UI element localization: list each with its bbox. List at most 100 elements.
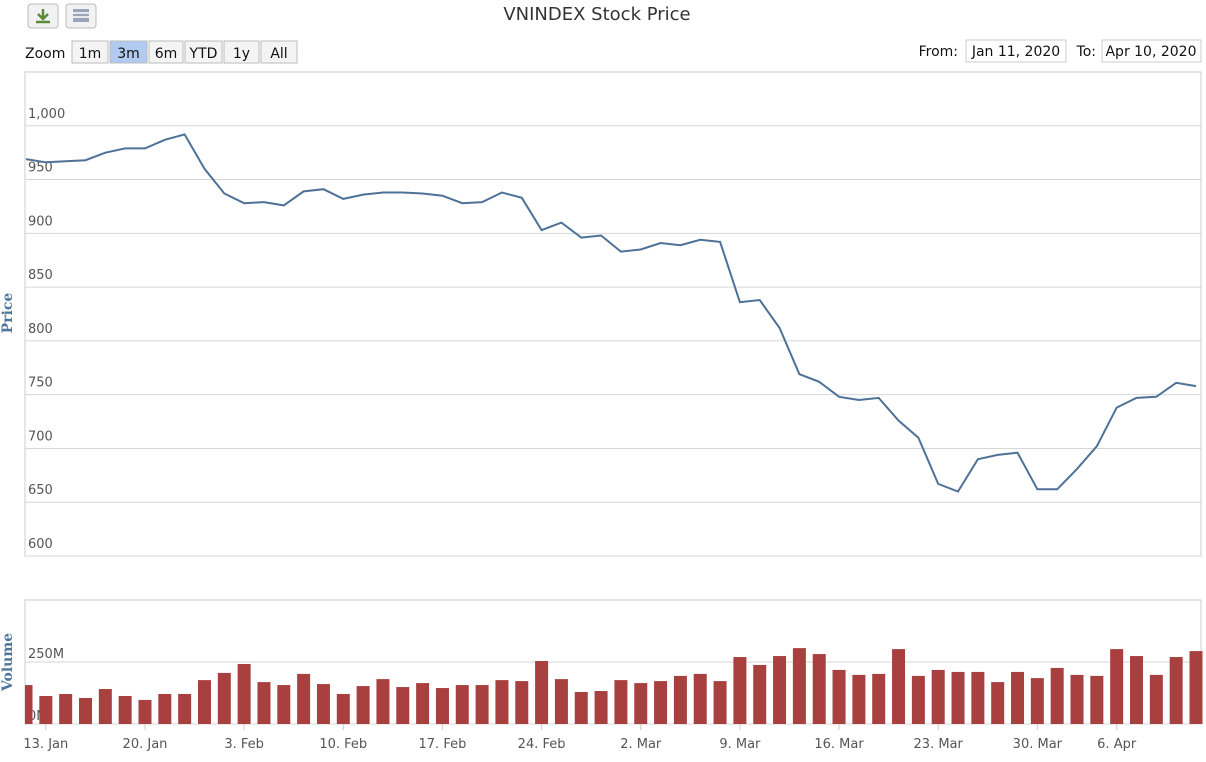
volume-bar <box>455 685 469 724</box>
x-tick-label: 20. Jan <box>123 737 168 752</box>
y-axis-title: Price <box>0 293 16 334</box>
volume-bar <box>1130 656 1144 724</box>
y2-tick-label: 250M <box>28 647 64 662</box>
volume-bar <box>574 692 588 724</box>
volume-bar <box>634 683 648 724</box>
volume-bar <box>376 679 390 724</box>
from-value[interactable]: Jan 11, 2020 <box>971 44 1060 60</box>
y-tick-label: 650 <box>28 483 53 498</box>
zoom-button-label[interactable]: YTD <box>189 46 218 62</box>
to-value[interactable]: Apr 10, 2020 <box>1105 44 1196 60</box>
x-tick-label: 16. Mar <box>814 737 864 752</box>
zoom-button-label[interactable]: 3m <box>117 46 140 62</box>
volume-bar <box>1149 674 1163 724</box>
y-tick-label: 900 <box>28 214 53 229</box>
x-tick-label: 30. Mar <box>1013 737 1063 752</box>
chart-title: VNINDEX Stock Price <box>503 4 690 25</box>
volume-bar <box>1011 671 1025 724</box>
volume-bar <box>951 671 965 724</box>
volume-bar <box>59 693 73 724</box>
volume-bar <box>1030 678 1044 724</box>
from-input[interactable] <box>965 39 1067 63</box>
price-plot-frame <box>24 71 1202 557</box>
volume-bar <box>872 673 886 724</box>
x-tick-label: 17. Feb <box>419 737 467 752</box>
volume-bar <box>475 685 489 724</box>
volume-bar <box>277 685 291 724</box>
volume-bar <box>594 691 608 724</box>
volume-bar <box>336 693 350 724</box>
volume-bar <box>931 669 945 724</box>
y-tick-label: 1,000 <box>28 107 65 122</box>
volume-bar <box>733 657 747 724</box>
zoom-button[interactable] <box>109 40 148 64</box>
volume-bar <box>812 654 826 724</box>
volume-bar <box>773 656 787 724</box>
volume-bar <box>1050 667 1064 724</box>
x-tick-label: 2. Mar <box>620 737 662 752</box>
volume-bar <box>356 686 370 724</box>
volume-bar <box>753 664 767 724</box>
volume-bar <box>892 649 906 724</box>
zoom-button-label[interactable]: 1y <box>233 46 250 62</box>
from-label: From: <box>919 44 958 60</box>
volume-bar <box>197 680 211 724</box>
volume-bar <box>297 673 311 724</box>
volume-bar <box>118 695 132 724</box>
zoom-button[interactable] <box>223 40 260 64</box>
y-tick-label: 600 <box>28 537 53 552</box>
volume-bar <box>673 675 687 724</box>
volume-bar <box>614 680 628 724</box>
zoom-button[interactable] <box>148 40 184 64</box>
zoom-button-label[interactable]: All <box>270 46 287 62</box>
to-input[interactable] <box>1101 39 1202 63</box>
y-tick-label: 700 <box>28 429 53 444</box>
volume-bar <box>435 688 449 724</box>
print-button[interactable] <box>65 3 97 29</box>
zoom-button[interactable] <box>71 40 109 64</box>
volume-bar <box>792 648 806 724</box>
volume-bar <box>1169 657 1183 724</box>
volume-bar <box>25 685 33 724</box>
volume-bar <box>991 682 1005 724</box>
x-tick-label: 24. Feb <box>518 737 566 752</box>
volume-bar <box>693 673 707 724</box>
volume-bar <box>911 675 925 724</box>
volume-bar <box>1090 675 1104 724</box>
y-tick-label: 850 <box>28 268 53 283</box>
y-tick-label: 950 <box>28 161 53 176</box>
export-button[interactable] <box>27 3 59 29</box>
volume-bar <box>237 663 251 724</box>
x-tick-label: 9. Mar <box>719 737 761 752</box>
volume-bar <box>515 681 529 724</box>
volume-bar <box>1110 649 1124 724</box>
price-line <box>25 133 1197 493</box>
volume-bar <box>158 693 172 724</box>
to-label: To: <box>1076 44 1096 60</box>
volume-bar <box>138 699 152 724</box>
volume-bar <box>316 684 330 724</box>
zoom-button[interactable] <box>260 40 298 64</box>
volume-bar <box>852 674 866 724</box>
y-tick-label: 800 <box>28 322 53 337</box>
volume-bar <box>78 697 92 724</box>
volume-bar <box>178 693 192 724</box>
volume-bar <box>416 683 430 724</box>
zoom-button-label[interactable]: 6m <box>155 46 178 62</box>
volume-bar <box>39 695 53 724</box>
x-tick-label: 13. Jan <box>23 737 68 752</box>
volume-bar <box>554 679 568 724</box>
x-tick-label: 6. Apr <box>1097 737 1137 752</box>
volume-bar <box>257 682 271 724</box>
volume-bar <box>1189 651 1203 724</box>
zoom-button[interactable] <box>184 40 223 64</box>
volume-bar <box>654 681 668 724</box>
volume-bar <box>495 680 509 724</box>
y-tick-label: 750 <box>28 376 53 391</box>
volume-bar <box>971 671 985 724</box>
volume-bar <box>98 689 112 724</box>
zoom-button-label[interactable]: 1m <box>79 46 102 62</box>
zoom-label: Zoom <box>25 46 65 62</box>
